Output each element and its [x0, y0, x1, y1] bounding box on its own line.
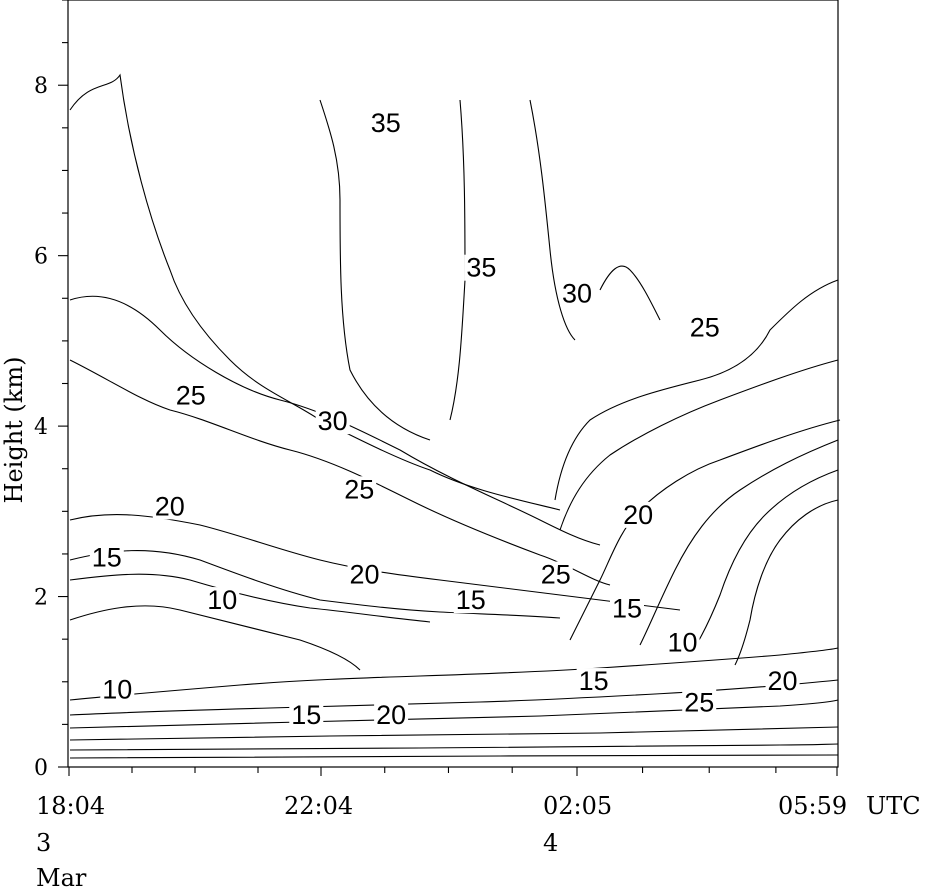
contour-label: 35 [466, 253, 496, 283]
contour-label: 35 [371, 108, 401, 138]
contour-label-bg [687, 314, 722, 341]
contour-label-bg [347, 561, 382, 588]
contour-line [69, 699, 839, 729]
y-tick-label: 0 [34, 756, 48, 781]
contour-label-bg [765, 668, 800, 695]
contour-lines [69, 73, 841, 759]
y-axis-label: Height (km) [0, 357, 28, 504]
contour-line [69, 573, 431, 623]
contour-line [69, 605, 361, 671]
contour-line [554, 279, 839, 501]
contour-label: 25 [541, 560, 571, 590]
contour-label-bg [89, 544, 124, 571]
contour-label-bg [205, 587, 240, 614]
contour-line [69, 679, 839, 716]
contour-label-bg [453, 587, 488, 614]
contour-label: 25 [344, 474, 374, 504]
contour-line [449, 99, 466, 421]
y-tick-label: 4 [34, 415, 48, 440]
contour-line [689, 469, 839, 656]
contour-label: 20 [155, 491, 185, 521]
contour-label-bg [368, 109, 403, 136]
contour-label: 25 [690, 312, 720, 342]
contour-label: 15 [456, 585, 486, 615]
contour-line [69, 754, 839, 759]
contour-label: 15 [612, 594, 642, 624]
x-tick-date: 4 [543, 829, 558, 857]
x-tick-label: 02:05 [543, 792, 612, 820]
contour-label-bg [100, 676, 135, 703]
contour-labels: 35 35 30 25 25 30 25 20 20 15 20 25 10 15 15 10 15 20 10 25… [89, 108, 800, 730]
x-tick-month: Mar [36, 864, 87, 889]
contour-label: 15 [579, 666, 609, 696]
contour-line [599, 265, 661, 321]
contour-line [559, 359, 839, 531]
y-axis: 0 2 4 6 8 [34, 0, 68, 781]
contour-label: 10 [102, 675, 132, 705]
y-tick-label: 8 [34, 74, 48, 99]
contour-label: 25 [684, 687, 714, 717]
contour-label-bg [560, 280, 594, 307]
contour-label: 15 [92, 542, 122, 572]
x-tick-label: 18:04 [36, 792, 105, 820]
contour-label: 10 [668, 628, 698, 658]
contour-label-bg [173, 382, 208, 409]
contour-label-bg [152, 493, 187, 520]
x-tick-label: 05:59 [778, 792, 847, 820]
contour-line [69, 359, 611, 586]
x-axis: 18:04 3 Mar 22:04 02:05 4 05:59 UTC [36, 767, 921, 889]
contour-line [529, 99, 576, 341]
contour-label-bg [610, 595, 644, 622]
contour-label-bg [342, 476, 377, 503]
contour-line [734, 499, 839, 666]
contour-line [69, 726, 839, 741]
contour-label: 20 [623, 500, 653, 530]
contour-label-bg [374, 702, 409, 729]
contour-label: 15 [291, 700, 321, 730]
contour-label: 20 [350, 560, 380, 590]
contour-label-bg [538, 561, 573, 588]
contour-label-bg [576, 668, 611, 695]
contour-label: 20 [376, 700, 406, 730]
contour-label-bg [665, 629, 700, 656]
contour-label: 25 [176, 381, 206, 411]
contour-line [69, 647, 839, 701]
contour-label: 20 [768, 666, 798, 696]
contour-label: 30 [318, 406, 348, 436]
y-tick-label: 6 [34, 245, 48, 270]
contour-line [69, 743, 839, 751]
contour-line [69, 73, 561, 511]
x-axis-unit: UTC [866, 792, 921, 820]
contour-label-bg [289, 702, 324, 729]
contour-line [69, 550, 561, 619]
contour-label-bg [315, 408, 350, 435]
contour-label-bg [464, 254, 499, 281]
contour-line [319, 99, 431, 441]
x-tick-date: 3 [36, 829, 51, 857]
contour-label-bg [682, 689, 717, 716]
contour-label: 30 [562, 278, 592, 308]
x-tick-label: 22:04 [284, 792, 353, 820]
contour-line [639, 439, 839, 646]
y-tick-label: 2 [34, 586, 48, 611]
contour-label-bg [621, 501, 656, 528]
contour-label: 10 [207, 585, 237, 615]
